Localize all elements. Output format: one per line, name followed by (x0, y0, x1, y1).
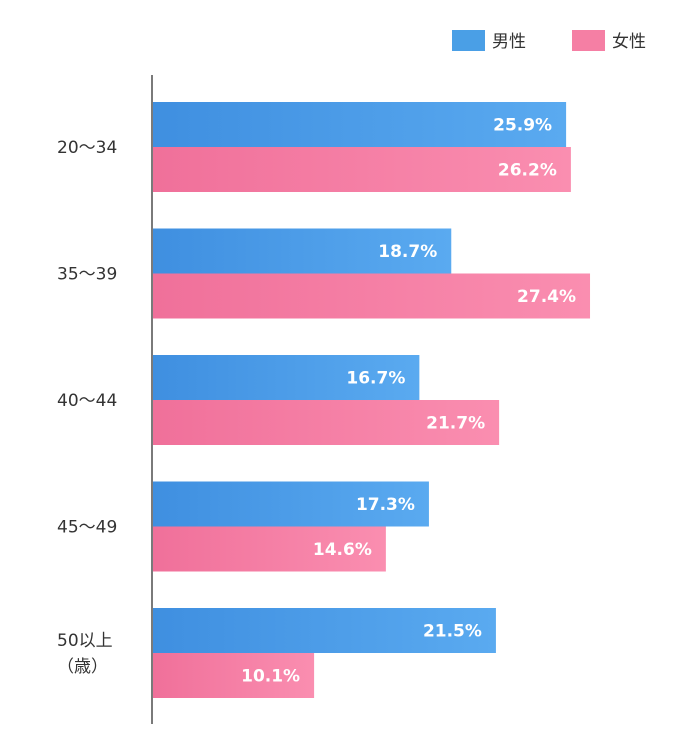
male-bar-4 (153, 481, 429, 527)
category-label-1: 20〜34 (57, 138, 117, 158)
male-bar-5 (153, 608, 496, 653)
male-bar-2 (153, 228, 452, 274)
male-legend-swatch (452, 30, 485, 51)
category-label-4: 45〜49 (57, 518, 117, 538)
male-value-label-1: 25.9% (493, 116, 552, 136)
female-value-label-1: 26.2% (498, 161, 557, 181)
bars: 25.9% 26.2% 18.7% 27.4% 16.7% 21.7% 17.3% 14.6%… (153, 102, 591, 698)
male-bar-1 (153, 102, 567, 147)
female-legend-label: 女性 (612, 32, 646, 52)
male-value-label-2: 18.7% (378, 242, 437, 262)
female-bar-5 (153, 653, 315, 698)
category-labels: 20〜34 35〜39 40〜44 45〜49 50以上（歳） (57, 138, 117, 677)
legend: 男性 女性 (452, 30, 646, 52)
male-bar-3 (153, 355, 420, 400)
female-bar-1 (153, 147, 571, 192)
female-bar-4 (153, 526, 386, 572)
category-label-5: 50以上（歳） (57, 631, 113, 677)
male-value-label-3: 16.7% (346, 369, 405, 389)
female-bar-2 (153, 273, 591, 319)
male-legend-label: 男性 (492, 32, 526, 52)
female-value-label-4: 14.6% (313, 540, 372, 560)
female-value-label-3: 21.7% (426, 414, 485, 434)
category-label-2: 35〜39 (57, 265, 117, 285)
female-value-label-2: 27.4% (517, 287, 576, 307)
female-value-label-5: 10.1% (241, 667, 300, 687)
female-legend-swatch (572, 30, 605, 51)
male-value-label-4: 17.3% (356, 495, 415, 515)
male-value-label-5: 21.5% (423, 622, 482, 642)
category-label-3: 40〜44 (57, 391, 117, 411)
female-bar-3 (153, 400, 500, 445)
